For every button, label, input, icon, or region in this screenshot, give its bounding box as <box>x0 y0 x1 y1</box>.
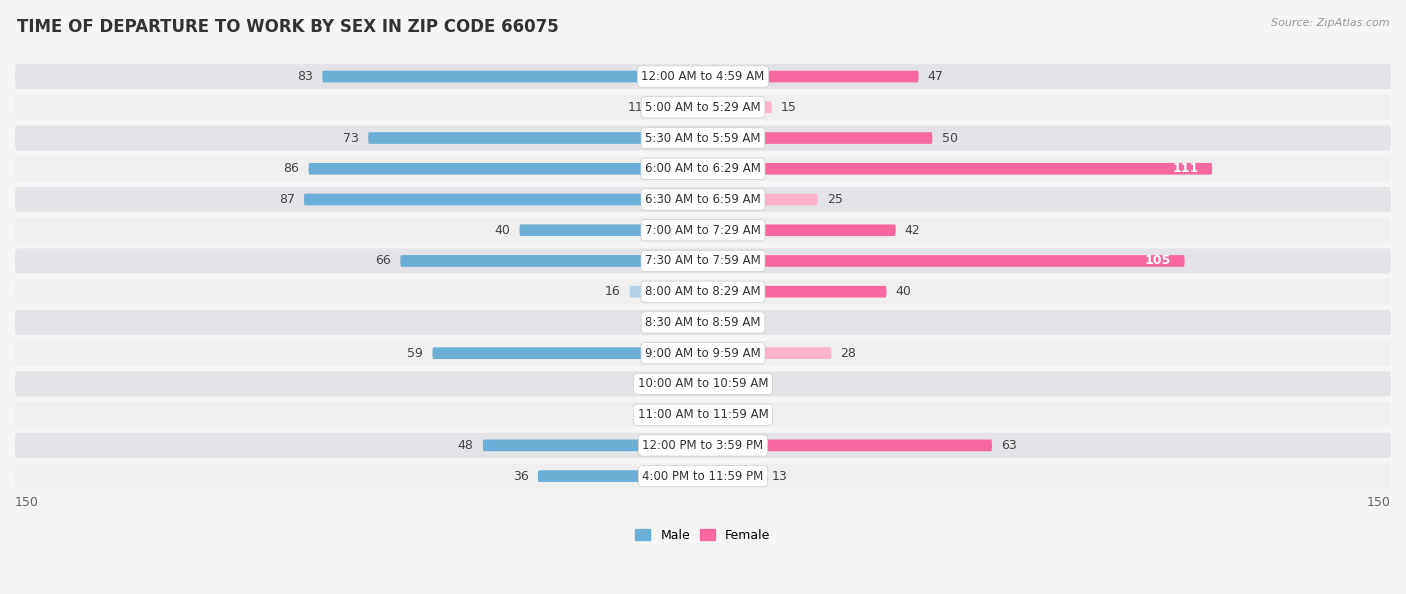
FancyBboxPatch shape <box>703 255 1185 267</box>
FancyBboxPatch shape <box>15 64 1391 89</box>
FancyBboxPatch shape <box>15 310 1391 335</box>
FancyBboxPatch shape <box>703 194 818 206</box>
FancyBboxPatch shape <box>304 194 703 206</box>
Text: 15: 15 <box>780 101 797 114</box>
Text: 28: 28 <box>841 347 856 360</box>
Text: 48: 48 <box>458 439 474 452</box>
Text: 73: 73 <box>343 131 359 144</box>
Text: 9:00 AM to 9:59 AM: 9:00 AM to 9:59 AM <box>645 347 761 360</box>
Text: 0: 0 <box>717 408 724 421</box>
FancyBboxPatch shape <box>15 402 1391 427</box>
Text: 7:00 AM to 7:29 AM: 7:00 AM to 7:29 AM <box>645 224 761 237</box>
Text: 150: 150 <box>1367 496 1391 509</box>
Text: 40: 40 <box>495 224 510 237</box>
Text: 87: 87 <box>278 193 295 206</box>
Text: TIME OF DEPARTURE TO WORK BY SEX IN ZIP CODE 66075: TIME OF DEPARTURE TO WORK BY SEX IN ZIP … <box>17 18 558 36</box>
Text: 47: 47 <box>928 70 943 83</box>
FancyBboxPatch shape <box>703 317 713 328</box>
FancyBboxPatch shape <box>368 132 703 144</box>
FancyBboxPatch shape <box>538 470 703 482</box>
FancyBboxPatch shape <box>322 71 703 83</box>
Text: 2: 2 <box>721 316 730 329</box>
FancyBboxPatch shape <box>703 440 993 451</box>
FancyBboxPatch shape <box>703 102 772 113</box>
Text: 42: 42 <box>905 224 921 237</box>
FancyBboxPatch shape <box>703 132 932 144</box>
FancyBboxPatch shape <box>482 440 703 451</box>
FancyBboxPatch shape <box>15 371 1391 397</box>
FancyBboxPatch shape <box>15 217 1391 243</box>
FancyBboxPatch shape <box>401 255 703 267</box>
Text: 12:00 AM to 4:59 AM: 12:00 AM to 4:59 AM <box>641 70 765 83</box>
FancyBboxPatch shape <box>15 340 1391 366</box>
Text: 16: 16 <box>605 285 620 298</box>
Text: Source: ZipAtlas.com: Source: ZipAtlas.com <box>1271 18 1389 28</box>
Text: 4:00 PM to 11:59 PM: 4:00 PM to 11:59 PM <box>643 470 763 482</box>
FancyBboxPatch shape <box>630 286 703 298</box>
FancyBboxPatch shape <box>703 225 896 236</box>
FancyBboxPatch shape <box>15 433 1391 458</box>
Text: 86: 86 <box>284 162 299 175</box>
FancyBboxPatch shape <box>703 470 762 482</box>
FancyBboxPatch shape <box>15 279 1391 304</box>
Text: 7:30 AM to 7:59 AM: 7:30 AM to 7:59 AM <box>645 254 761 267</box>
Text: 0: 0 <box>682 316 689 329</box>
FancyBboxPatch shape <box>15 94 1391 120</box>
Text: 40: 40 <box>896 285 911 298</box>
Text: 0: 0 <box>682 377 689 390</box>
Text: 0: 0 <box>682 408 689 421</box>
FancyBboxPatch shape <box>703 71 918 83</box>
Text: 105: 105 <box>1144 254 1171 267</box>
Legend: Male, Female: Male, Female <box>630 524 776 547</box>
FancyBboxPatch shape <box>652 102 703 113</box>
Text: 6:30 AM to 6:59 AM: 6:30 AM to 6:59 AM <box>645 193 761 206</box>
Text: 6:00 AM to 6:29 AM: 6:00 AM to 6:29 AM <box>645 162 761 175</box>
FancyBboxPatch shape <box>308 163 703 175</box>
Text: 111: 111 <box>1173 162 1198 175</box>
Text: 63: 63 <box>1001 439 1017 452</box>
Text: 36: 36 <box>513 470 529 482</box>
Text: 66: 66 <box>375 254 391 267</box>
Text: 11: 11 <box>627 101 644 114</box>
Text: 12:00 PM to 3:59 PM: 12:00 PM to 3:59 PM <box>643 439 763 452</box>
FancyBboxPatch shape <box>703 286 886 298</box>
FancyBboxPatch shape <box>15 156 1391 181</box>
Text: 8:30 AM to 8:59 AM: 8:30 AM to 8:59 AM <box>645 316 761 329</box>
Text: 0: 0 <box>717 377 724 390</box>
FancyBboxPatch shape <box>15 187 1391 212</box>
Text: 59: 59 <box>408 347 423 360</box>
Text: 10:00 AM to 10:59 AM: 10:00 AM to 10:59 AM <box>638 377 768 390</box>
FancyBboxPatch shape <box>15 248 1391 274</box>
Text: 13: 13 <box>772 470 787 482</box>
Text: 83: 83 <box>297 70 314 83</box>
Text: 50: 50 <box>942 131 957 144</box>
FancyBboxPatch shape <box>15 125 1391 151</box>
Text: 5:00 AM to 5:29 AM: 5:00 AM to 5:29 AM <box>645 101 761 114</box>
FancyBboxPatch shape <box>520 225 703 236</box>
Text: 8:00 AM to 8:29 AM: 8:00 AM to 8:29 AM <box>645 285 761 298</box>
Text: 25: 25 <box>827 193 842 206</box>
Text: 11:00 AM to 11:59 AM: 11:00 AM to 11:59 AM <box>638 408 768 421</box>
FancyBboxPatch shape <box>703 163 1212 175</box>
FancyBboxPatch shape <box>433 347 703 359</box>
Text: 150: 150 <box>15 496 39 509</box>
Text: 5:30 AM to 5:59 AM: 5:30 AM to 5:59 AM <box>645 131 761 144</box>
FancyBboxPatch shape <box>15 463 1391 489</box>
FancyBboxPatch shape <box>703 347 831 359</box>
